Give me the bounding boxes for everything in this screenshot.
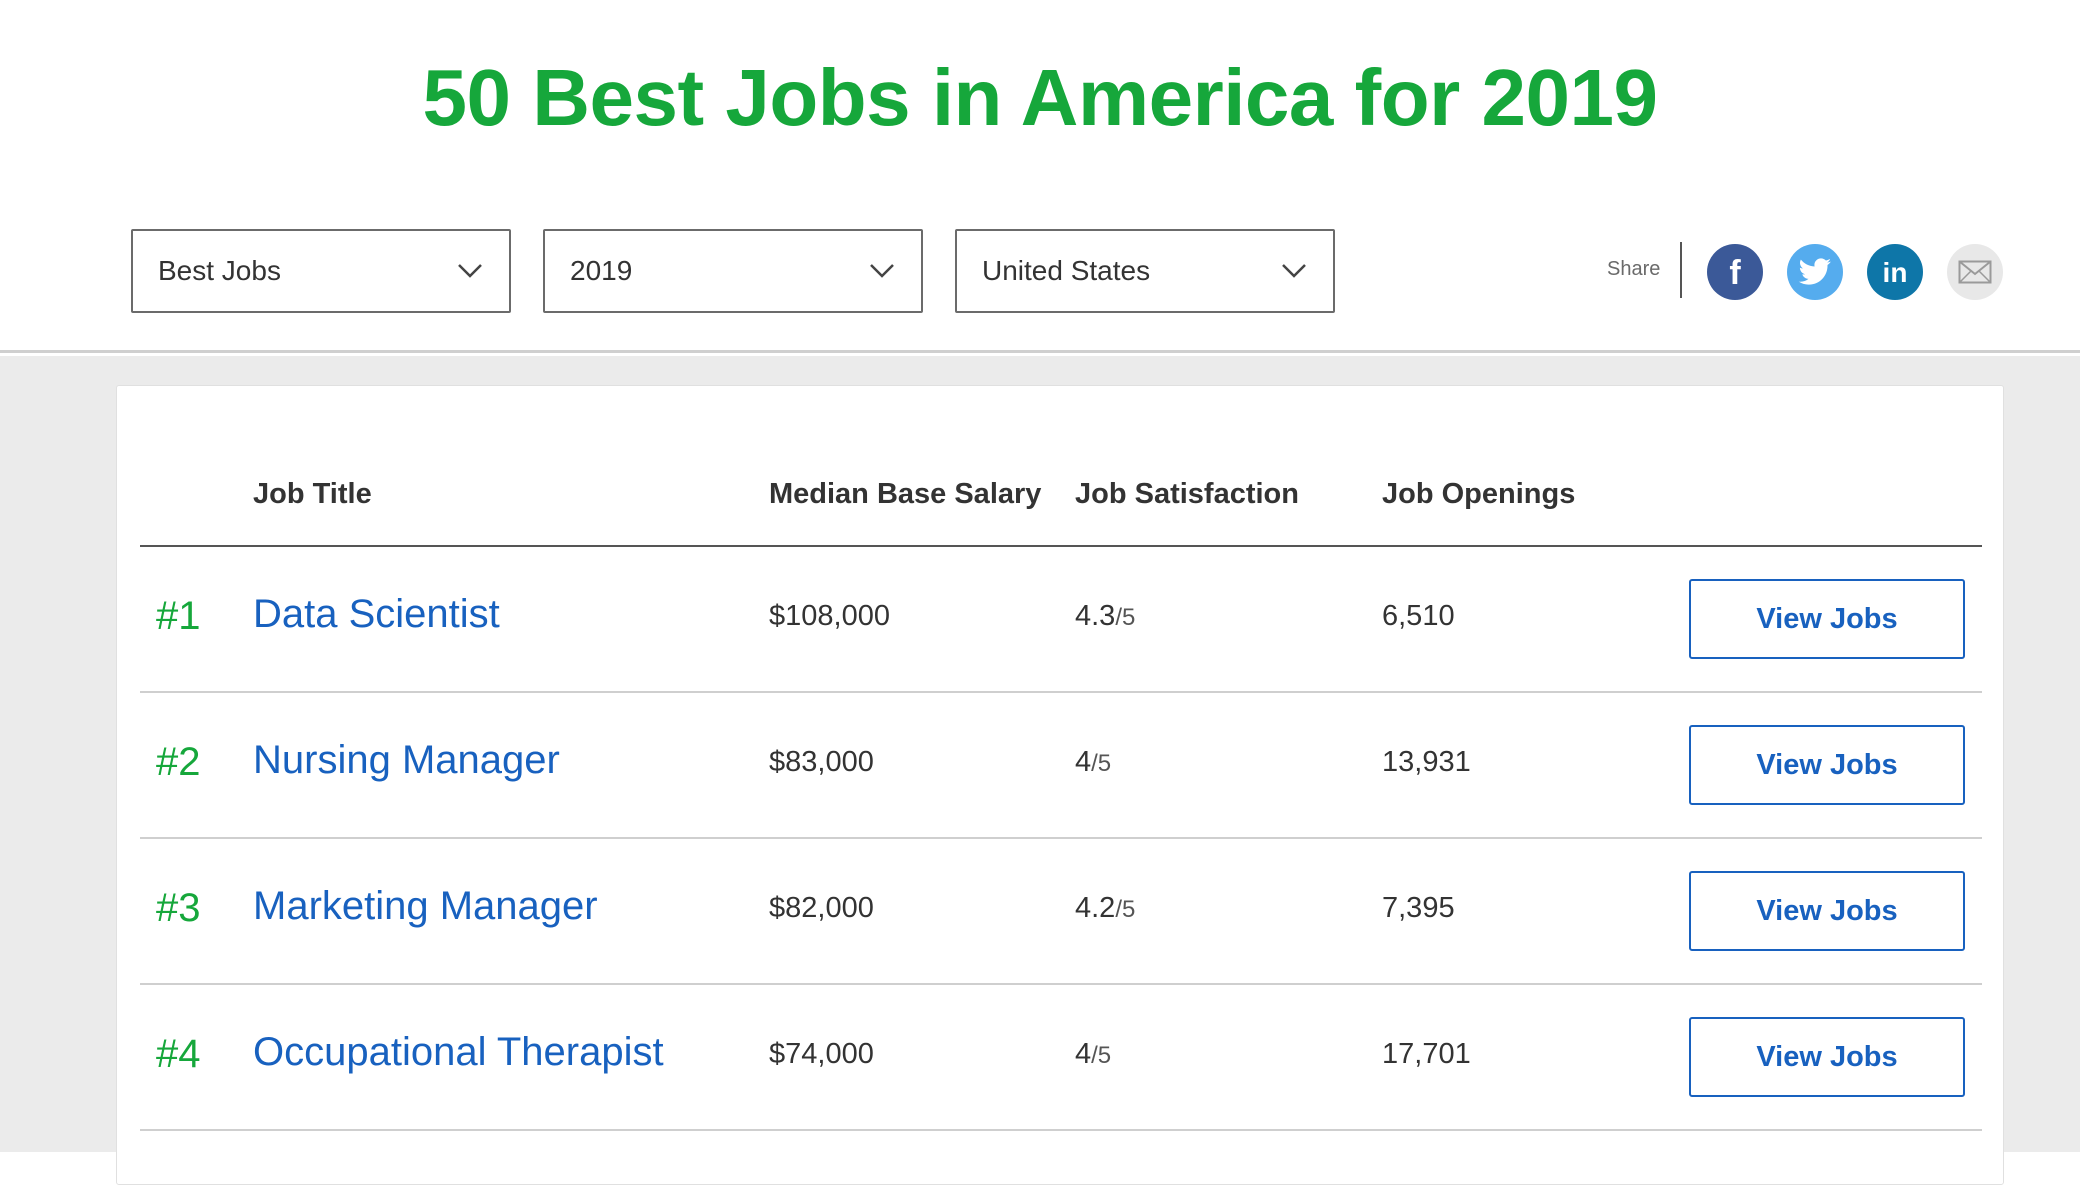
table-row: #1 Data Scientist $108,000 4.3/5 6,510 V… [140,547,1982,693]
share-label: Share [1607,258,1661,280]
table-row: #4 Occupational Therapist $74,000 4/5 17… [140,985,1982,1131]
email-icon[interactable] [1947,244,2003,300]
category-select-value: Best Jobs [158,255,281,286]
view-jobs-button[interactable]: View Jobs [1689,1017,1965,1097]
view-jobs-button[interactable]: View Jobs [1689,725,1965,805]
rank: #3 [156,886,201,930]
satisfaction: 4/5 [1075,746,1111,779]
twitter-icon[interactable] [1787,244,1843,300]
table-row: #3 Marketing Manager $82,000 4.2/5 7,395… [140,839,1982,985]
openings: 13,931 [1382,746,1471,778]
facebook-icon[interactable]: f [1707,244,1763,300]
country-select[interactable]: United States [955,229,1335,313]
satisfaction-value: 4.2 [1075,892,1116,924]
satisfaction: 4.3/5 [1075,600,1135,633]
chevron-down-icon [870,264,894,278]
rank: #1 [156,594,201,638]
satisfaction-denominator: /5 [1115,896,1136,923]
header-median-salary: Median Base Salary [769,478,1042,510]
job-title-link[interactable]: Nursing Manager [253,738,560,782]
linkedin-icon[interactable]: in [1867,244,1923,300]
openings: 7,395 [1382,892,1455,924]
salary: $82,000 [769,892,874,924]
openings: 6,510 [1382,600,1455,632]
table-row: #2 Nursing Manager $83,000 4/5 13,931 Vi… [140,693,1982,839]
openings: 17,701 [1382,1038,1471,1070]
svg-text:in: in [1883,257,1908,287]
chevron-down-icon [1282,264,1306,278]
satisfaction-denominator: /5 [1091,1042,1112,1069]
job-title-link[interactable]: Occupational Therapist [253,1030,664,1074]
page-header: 50 Best Jobs in America for 2019 Best Jo… [0,0,2080,353]
rank: #4 [156,1032,201,1076]
view-jobs-button[interactable]: View Jobs [1689,871,1965,951]
satisfaction-denominator: /5 [1115,604,1136,631]
header-job-title: Job Title [253,478,372,510]
rank: #2 [156,740,201,784]
job-title-link[interactable]: Marketing Manager [253,884,598,928]
category-select[interactable]: Best Jobs [131,229,511,313]
satisfaction-value: 4 [1075,746,1092,778]
header-job-satisfaction: Job Satisfaction [1075,478,1299,510]
view-jobs-button[interactable]: View Jobs [1689,579,1965,659]
jobs-table-card: Job Title Median Base Salary Job Satisfa… [116,385,2004,1185]
svg-text:f: f [1729,255,1741,289]
job-title-link[interactable]: Data Scientist [253,592,500,636]
satisfaction: 4/5 [1075,1038,1111,1071]
satisfaction-denominator: /5 [1091,750,1112,777]
salary: $83,000 [769,746,874,778]
salary: $108,000 [769,600,890,632]
satisfaction: 4.2/5 [1075,892,1135,925]
chevron-down-icon [458,264,482,278]
satisfaction-value: 4.3 [1075,600,1116,632]
year-select-value: 2019 [570,255,633,286]
satisfaction-value: 4 [1075,1038,1092,1070]
page-title: 50 Best Jobs in America for 2019 [422,53,1658,142]
country-select-value: United States [982,255,1151,286]
year-select[interactable]: 2019 [543,229,923,313]
header-job-openings: Job Openings [1382,478,1576,510]
salary: $74,000 [769,1038,874,1070]
share-divider [1680,242,1682,298]
header-divider [140,545,1982,547]
